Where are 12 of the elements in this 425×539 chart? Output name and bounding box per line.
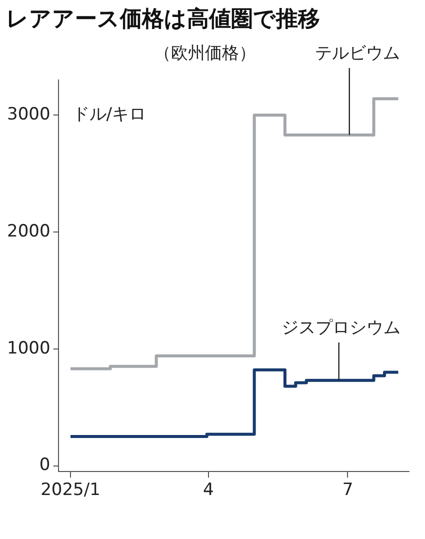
series-label: ジスプロシウム (281, 318, 400, 338)
text: テルビウム (314, 43, 400, 64)
y-tick-label: 0 (39, 455, 50, 476)
x-tick-label: 4 (202, 480, 214, 500)
chart-subtitle: （欧州価格） (154, 43, 256, 64)
y-tick-label: 1000 (7, 338, 50, 358)
y-axis-title: ドル/キロ (72, 104, 146, 124)
y-tick-label: 3000 (7, 104, 50, 124)
x-tick-label: 7 (342, 480, 354, 500)
chart-title: レアアース価格は高値圏で推移 (5, 6, 321, 34)
y-tick-label: 2000 (7, 221, 50, 242)
x-tick-label: 2025/1 (40, 480, 100, 500)
